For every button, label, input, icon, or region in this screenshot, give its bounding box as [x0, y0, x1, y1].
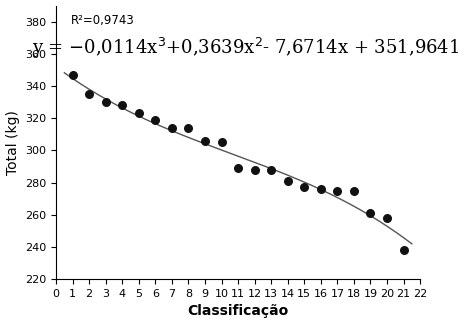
Text: y = $-$0,0114x$^{3}$+0,3639x$^{2}$- 7,6714x + 351,9641: y = $-$0,0114x$^{3}$+0,3639x$^{2}$- 7,67…: [32, 36, 459, 60]
Point: [218, 140, 225, 145]
Point: [334, 188, 341, 193]
Point: [267, 167, 275, 172]
Point: [350, 188, 358, 193]
Point: [384, 215, 391, 221]
Point: [317, 186, 325, 191]
Point: [301, 185, 308, 190]
Point: [400, 248, 407, 253]
Point: [69, 72, 76, 77]
Point: [185, 125, 192, 131]
Point: [85, 91, 93, 97]
Point: [251, 167, 258, 172]
Text: R²=0,9743: R²=0,9743: [71, 14, 134, 27]
Point: [118, 103, 126, 108]
Point: [284, 179, 291, 184]
Point: [151, 117, 159, 122]
Point: [367, 211, 374, 216]
Point: [168, 125, 176, 131]
Point: [135, 111, 143, 116]
Point: [201, 138, 209, 143]
Point: [102, 99, 110, 105]
Y-axis label: Total (kg): Total (kg): [6, 110, 20, 175]
Point: [234, 166, 242, 171]
X-axis label: Classificação: Classificação: [187, 305, 289, 318]
